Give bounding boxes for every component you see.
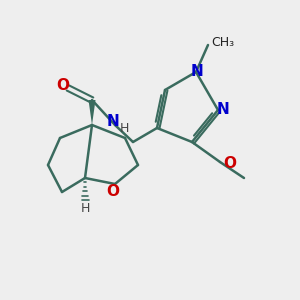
Text: H: H (80, 202, 90, 215)
Text: O: O (56, 79, 70, 94)
Text: CH₃: CH₃ (211, 37, 234, 50)
Text: O: O (106, 184, 119, 199)
Polygon shape (88, 100, 95, 125)
Text: O: O (223, 155, 236, 170)
Text: N: N (190, 64, 203, 79)
Text: H: H (119, 122, 129, 134)
Text: N: N (217, 101, 230, 116)
Text: N: N (106, 115, 119, 130)
